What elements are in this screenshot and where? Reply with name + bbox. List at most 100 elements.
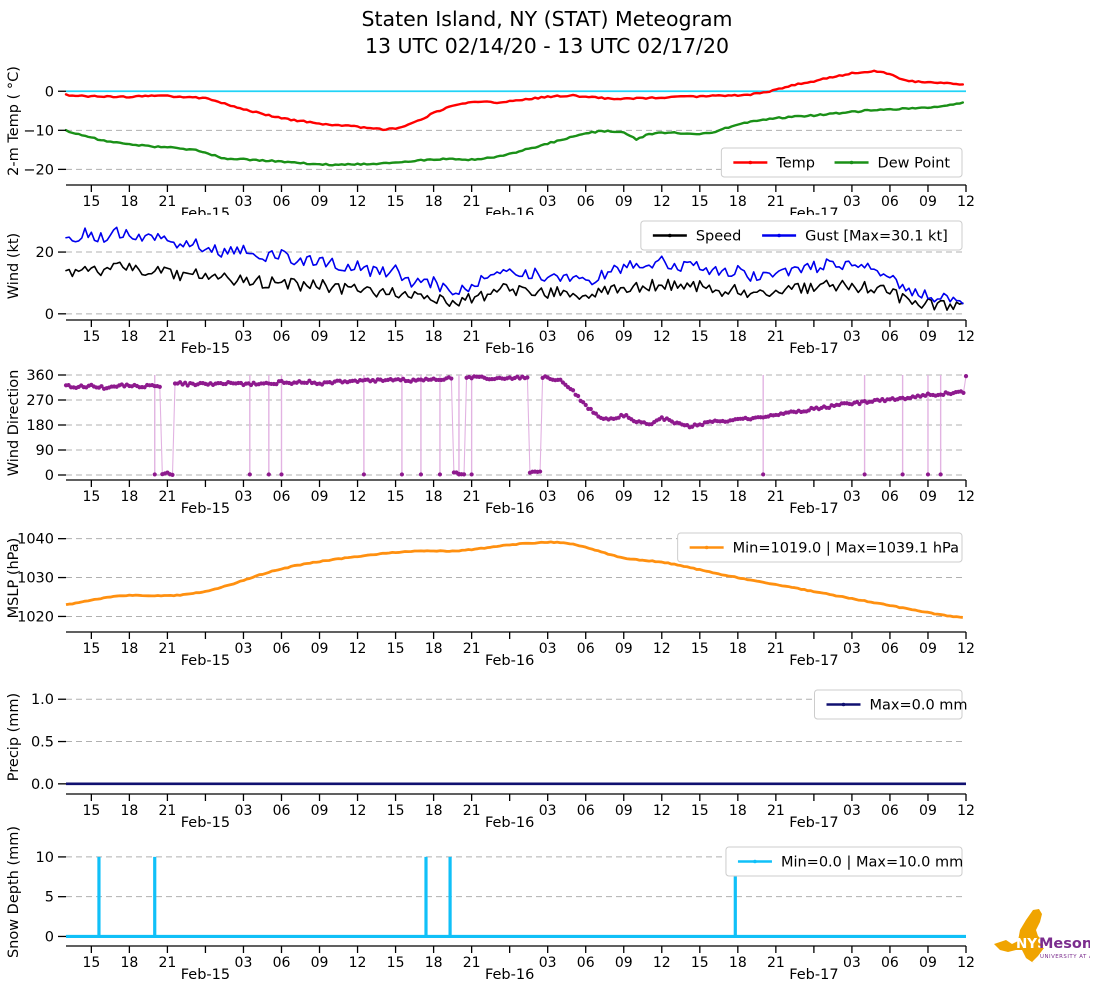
- direction-point: [266, 472, 271, 477]
- x-tick-label: 15: [387, 329, 405, 345]
- x-tick-label: 06: [577, 955, 595, 971]
- x-tick-label: 06: [273, 194, 291, 210]
- panel-wind-direction: 0 90 180 270 360 15 18 21 03 06 09 12 15 18 21 03 06 09 12…: [0, 364, 984, 526]
- x-tick-label: 03: [843, 329, 861, 345]
- x-tick-label: 12: [653, 489, 671, 505]
- x-tick-label: 06: [881, 641, 899, 657]
- direction-point: [183, 380, 188, 385]
- x-tick-label: 15: [691, 194, 709, 210]
- x-tick-label: 06: [577, 803, 595, 819]
- legend-marker: [841, 702, 846, 707]
- x-tick-label: 09: [919, 955, 937, 971]
- x-tick-label: 09: [615, 194, 633, 210]
- direction-point: [537, 469, 543, 474]
- x-tick-label: 12: [349, 489, 367, 505]
- ny-state-shape: [994, 909, 1044, 962]
- x-tick-label: 06: [881, 803, 899, 819]
- x-tick-label: 09: [919, 329, 937, 345]
- temperature-series-dew-point: [64, 101, 965, 167]
- panel-mslp: 1020 1030 1040 15 18 21 03 06 09 12 15 18 21 03 06 09 12…: [0, 521, 984, 678]
- wind-series-gust: [65, 226, 964, 305]
- nys-mesonet-logo: NYSMesonet UNIVERSITY AT ALBANY: [994, 909, 1090, 963]
- x-tick-label: 03: [235, 194, 253, 210]
- temperature-legend: Temp Dew Point: [720, 147, 963, 178]
- direction-point: [900, 472, 905, 477]
- legend-label: Max=0.0 mm: [870, 698, 968, 714]
- x-tick-label: 12: [349, 329, 367, 345]
- snow_depth-legend: Min=0.0 | Max=10.0 mm: [725, 846, 963, 877]
- y-tick-label: 1020: [17, 609, 54, 625]
- x-tick-label: 21: [463, 489, 481, 505]
- x-tick-label: 03: [843, 489, 861, 505]
- legend-marker: [753, 859, 757, 864]
- direction-point: [525, 375, 530, 380]
- x-tick-label: 12: [957, 489, 975, 505]
- direction-point: [593, 411, 598, 416]
- x-day-label: Feb-16: [485, 653, 534, 669]
- direction-point: [437, 472, 443, 477]
- x-tick-label: 06: [577, 194, 595, 210]
- page-title: Staten Island, NY (STAT) Meteogram 13 UT…: [0, 6, 1094, 59]
- x-tick-label: 15: [387, 489, 405, 505]
- x-tick-label: 15: [387, 803, 405, 819]
- x-tick-label: 18: [120, 194, 138, 210]
- x-tick-label: 12: [957, 955, 975, 971]
- x-tick-label: 21: [767, 955, 785, 971]
- logo-mesonet-text: Mesonet: [1039, 936, 1090, 952]
- legend-marker: [777, 233, 781, 238]
- x-tick-label: 21: [767, 489, 785, 505]
- legend-box: [725, 846, 963, 877]
- x-tick-label: 15: [82, 803, 100, 819]
- x-tick-label: 15: [82, 489, 100, 505]
- direction-point: [761, 472, 766, 477]
- direction-point: [961, 390, 966, 395]
- x-tick-label: 15: [387, 955, 405, 971]
- temperature-plot: 0 −10 −20 15 18 21 03 06 09 12 15 18 21 03 06 09 12 15 18 2…: [23, 60, 975, 222]
- x-tick-label: 21: [158, 955, 176, 971]
- x-tick-label: 03: [843, 641, 861, 657]
- x-tick-label: 12: [653, 641, 671, 657]
- x-day-label: Feb-15: [181, 653, 230, 669]
- x-tick-label: 18: [425, 489, 443, 505]
- direction-point: [862, 472, 867, 477]
- snow_depth-y-axis-label: Snow Depth (mm): [6, 825, 22, 958]
- legend-marker: [849, 160, 854, 165]
- x-tick-label: 18: [729, 803, 747, 819]
- legend-label: Min=0.0 | Max=10.0 mm: [781, 855, 963, 871]
- y-tick-label: 0: [45, 468, 54, 484]
- x-tick-label: 06: [881, 955, 899, 971]
- direction-point: [157, 384, 162, 389]
- x-tick-label: 09: [311, 641, 329, 657]
- wind-series-speed: [65, 261, 964, 311]
- y-tick-label: 1040: [17, 532, 54, 548]
- x-tick-label: 03: [235, 803, 253, 819]
- snow_depth-plot: 0 5 10 15 18 21 03 06 09 12 15 18 21 03 06 09 12 15 18 21 03…: [36, 841, 975, 983]
- mslp-series: [65, 540, 963, 619]
- x-tick-label: 15: [82, 641, 100, 657]
- x-tick-label: 12: [653, 329, 671, 345]
- direction-point: [361, 472, 366, 477]
- mslp-legend: Min=1019.0 | Max=1039.1 hPa: [677, 532, 963, 563]
- x-day-label: Feb-17: [789, 967, 838, 983]
- x-day-label: Feb-15: [181, 967, 230, 983]
- x-day-label: Feb-16: [485, 341, 534, 357]
- direction-point: [963, 374, 969, 379]
- panel-wind: 0 20 15 18 21 03 06 09 12 15 18 21 03 06 09 12 15 18 21 03 0…: [0, 209, 984, 366]
- y-tick-label: 1.0: [31, 692, 54, 708]
- x-tick-label: 03: [539, 641, 557, 657]
- title-line-2: 13 UTC 02/14/20 - 13 UTC 02/17/20: [364, 33, 730, 58]
- x-tick-label: 21: [158, 641, 176, 657]
- x-tick-label: 15: [691, 641, 709, 657]
- x-day-label: Feb-15: [181, 815, 230, 831]
- x-tick-label: 03: [235, 489, 253, 505]
- x-tick-label: 15: [691, 329, 709, 345]
- y-tick-label: 20: [36, 245, 54, 261]
- direction-point: [925, 472, 931, 477]
- x-tick-label: 21: [158, 329, 176, 345]
- direction-point: [418, 472, 424, 477]
- x-tick-label: 12: [349, 194, 367, 210]
- x-tick-label: 09: [919, 641, 937, 657]
- y-tick-label: 270: [26, 393, 54, 409]
- x-tick-label: 09: [615, 955, 633, 971]
